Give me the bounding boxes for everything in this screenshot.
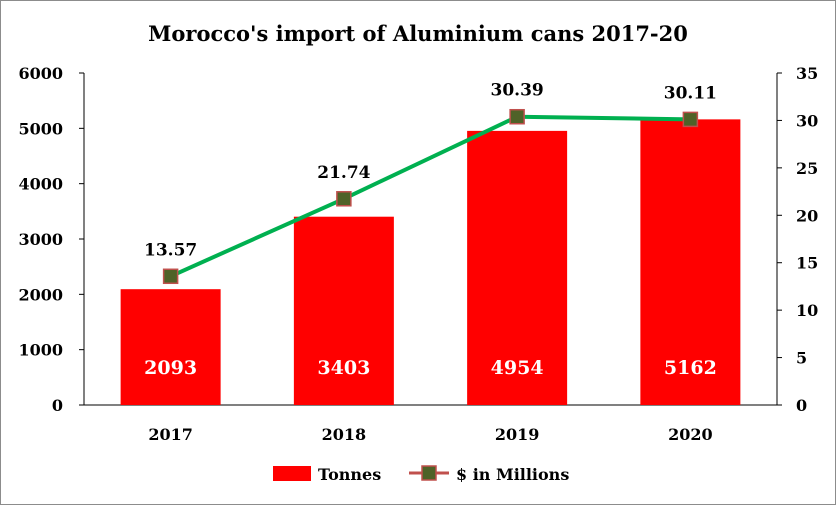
chart-title: Morocco's import of Aluminium cans 2017-…	[148, 21, 688, 46]
y-left-tick-label: 5000	[18, 119, 63, 138]
line-series	[162, 108, 699, 285]
x-tick-label: 2017	[148, 425, 193, 444]
bars	[120, 119, 741, 406]
legend: Tonnes $ in Millions	[273, 465, 569, 484]
line-marker	[336, 191, 352, 207]
y-right-tick-label: 35	[796, 64, 818, 83]
y-right-tick-label: 0	[796, 396, 807, 415]
y-right-tick-label: 25	[796, 159, 818, 178]
line-series-path	[169, 114, 691, 279]
line-marker	[162, 268, 179, 285]
y-right-tick-label: 15	[796, 254, 818, 273]
y-right-tick-label: 10	[796, 301, 818, 320]
bar	[640, 119, 741, 406]
bar-value-label: 5162	[664, 357, 717, 379]
legend-label-millions: $ in Millions	[456, 465, 569, 484]
line-value-label: 21.74	[317, 163, 370, 183]
bar-value-label: 2093	[144, 357, 197, 379]
x-tick-label: 2019	[495, 425, 540, 444]
bar	[293, 216, 394, 405]
legend-marker-millions	[421, 465, 437, 481]
line-marker	[509, 108, 525, 125]
bar	[120, 289, 221, 405]
bar	[467, 130, 568, 405]
x-tick-label: 2018	[322, 425, 367, 444]
y-left-tick-label: 1000	[18, 341, 63, 360]
legend-label-tonnes: Tonnes	[318, 465, 381, 484]
y-right-tick-label: 5	[796, 349, 807, 368]
line-value-label: 13.57	[144, 240, 197, 260]
line-value-label: 30.39	[491, 81, 544, 101]
y-left-tick-label: 2000	[18, 285, 63, 304]
y-right-tick-label: 20	[796, 206, 818, 225]
data-labels: 2093 3403 4954 5162 13.57 21.74 30.39 30.11	[144, 81, 717, 379]
y-left-tick-label: 3000	[18, 230, 63, 249]
y-left-tick-label: 0	[52, 396, 63, 415]
bar-value-label: 4954	[491, 357, 544, 379]
y-left-tick-label: 6000	[18, 64, 63, 83]
line-value-label: 30.11	[664, 83, 717, 103]
bar-value-label: 3403	[317, 357, 370, 379]
x-tick-label: 2020	[668, 425, 713, 444]
y-left-tick-label: 4000	[18, 175, 63, 194]
y-right-tick-label: 30	[796, 111, 818, 130]
legend-swatch-tonnes	[273, 466, 311, 481]
line-marker	[682, 111, 699, 128]
